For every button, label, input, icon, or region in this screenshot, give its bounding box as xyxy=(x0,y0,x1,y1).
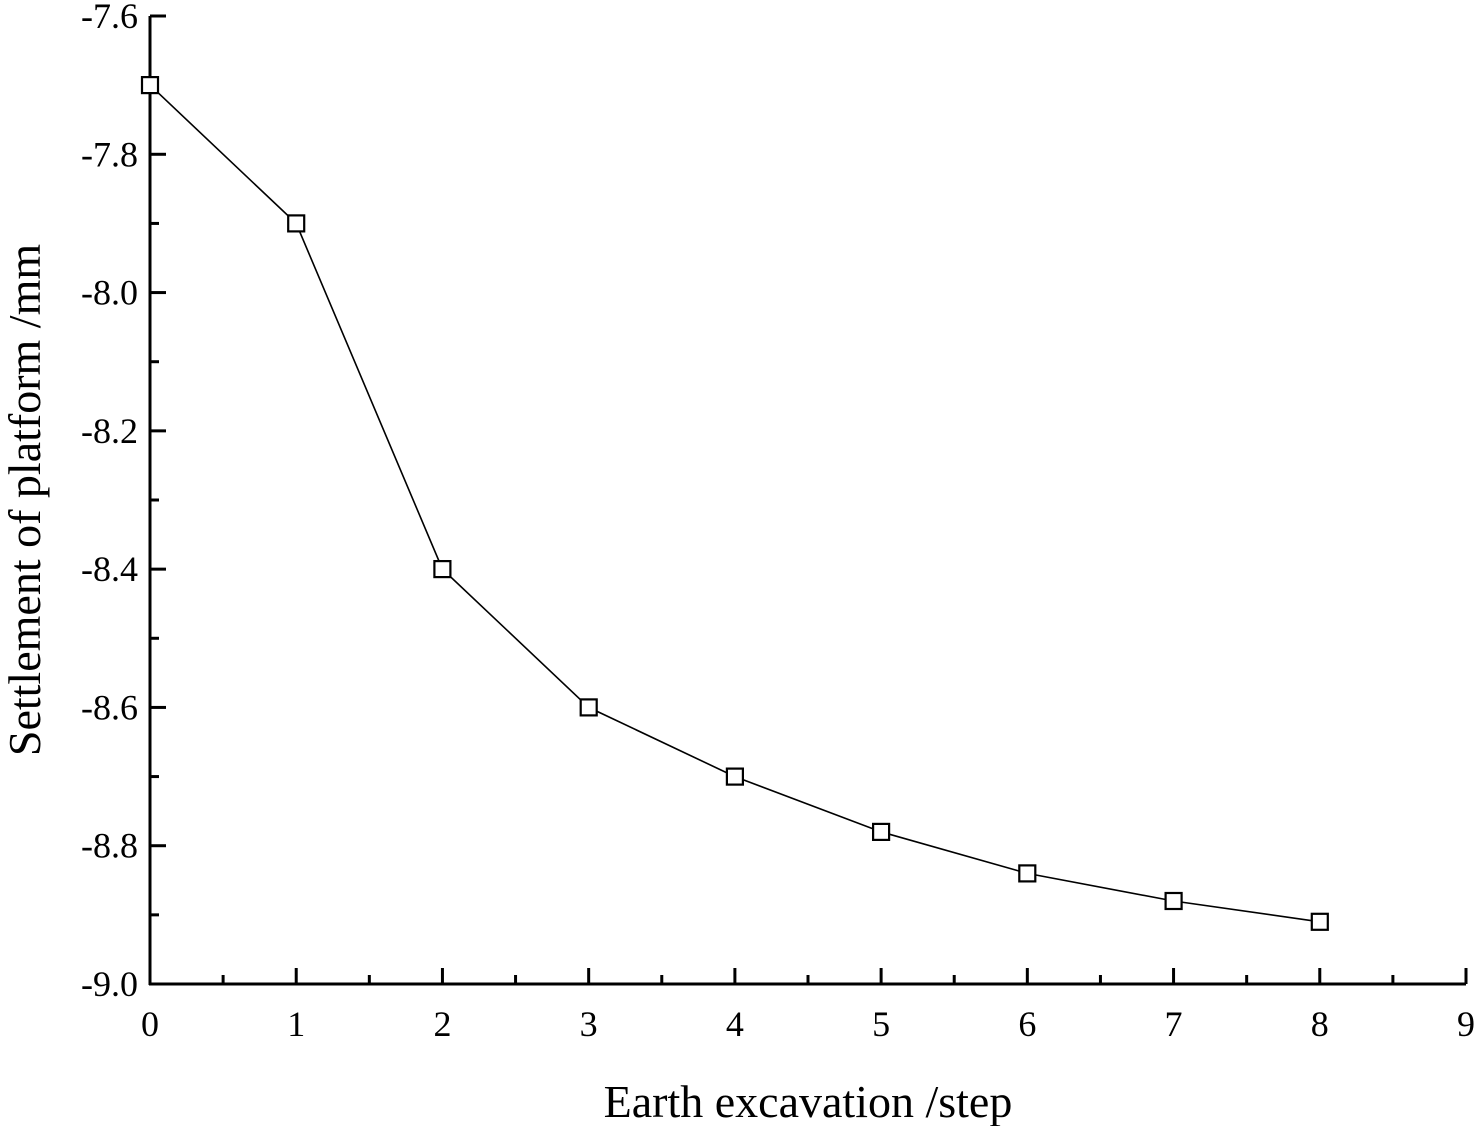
data-point-marker xyxy=(433,559,452,579)
data-point-marker xyxy=(287,214,306,233)
y-tick-label: -8.6 xyxy=(81,687,138,727)
data-point-marker xyxy=(140,75,160,95)
data-point-marker xyxy=(1018,864,1037,883)
data-point-marker xyxy=(579,698,598,717)
x-tick-labels: 0 1 2 3 4 5 6 7 8 9 xyxy=(141,1004,1475,1044)
x-tick-label: 9 xyxy=(1457,1004,1475,1044)
x-tick-label: 6 xyxy=(1018,1004,1036,1044)
y-tick-label: -8.4 xyxy=(81,549,138,589)
y-tick-label: -9.0 xyxy=(81,964,138,1004)
x-tick-label: 8 xyxy=(1311,1004,1329,1044)
y-tick-label: -7.6 xyxy=(81,0,138,36)
axes xyxy=(148,16,1466,986)
y-tick-label: -8.0 xyxy=(81,273,138,313)
y-axis-title: Settlement of platform /mm xyxy=(0,244,50,757)
y-tick-labels: -7.6 -7.8 -8.0 -8.2 -8.4 -8.6 -8.8 -9.0 xyxy=(81,0,138,1004)
x-tick-label: 3 xyxy=(580,1004,598,1044)
data-point-marker xyxy=(725,767,745,786)
x-tick-label: 0 xyxy=(141,1004,159,1044)
x-tick-label: 1 xyxy=(287,1004,305,1044)
tick-marks xyxy=(148,14,1468,986)
data-point-marker xyxy=(1310,912,1329,931)
y-tick-label: -7.8 xyxy=(81,134,138,174)
series-line xyxy=(149,84,1320,923)
x-axis-title: Earth excavation /step xyxy=(604,1076,1013,1126)
data-series xyxy=(140,75,1329,931)
x-tick-label: 5 xyxy=(872,1004,890,1044)
x-tick-label: 2 xyxy=(433,1004,451,1044)
y-tick-label: -8.8 xyxy=(81,826,138,866)
x-tick-label: 7 xyxy=(1165,1004,1183,1044)
y-tick-label: -8.2 xyxy=(81,411,138,451)
x-tick-label: 4 xyxy=(726,1004,744,1044)
data-point-marker xyxy=(1164,891,1183,911)
data-point-marker xyxy=(871,822,891,842)
